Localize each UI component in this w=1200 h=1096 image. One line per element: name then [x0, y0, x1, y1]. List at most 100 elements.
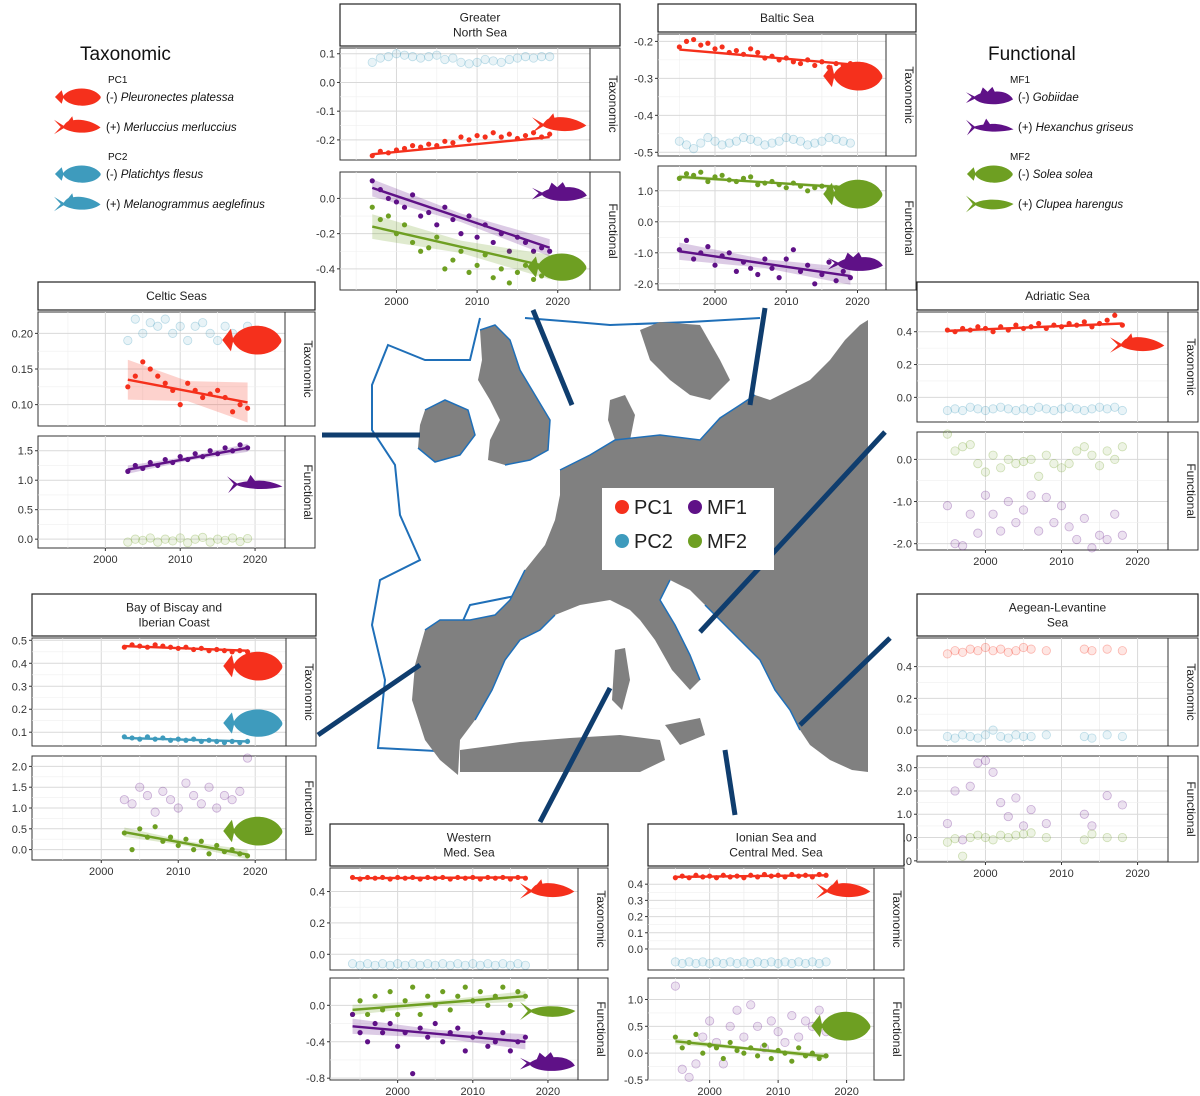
data-point-faded: [1117, 800, 1127, 810]
facet-strip: [285, 755, 317, 861]
data-point-faded: [490, 960, 500, 970]
data-point-faded: [670, 981, 680, 991]
data-point: [426, 209, 432, 216]
connector-bay-of-biscay: [316, 662, 422, 738]
facet-strip: [1167, 637, 1199, 747]
data-point-faded: [973, 528, 983, 538]
data-point: [500, 1030, 506, 1036]
data-point-faded: [1026, 490, 1036, 500]
y-tick-label: 0.0: [897, 454, 912, 466]
data-point-faded: [988, 404, 998, 414]
data-point: [797, 60, 804, 67]
data-point: [458, 134, 464, 140]
data-point-faded: [942, 501, 953, 511]
data-point: [698, 42, 704, 48]
data-point-faded: [794, 957, 804, 967]
data-point: [477, 1030, 483, 1036]
chart-title-strip: [647, 823, 905, 867]
data-point-faded: [528, 53, 539, 63]
data-point-faded: [996, 731, 1006, 742]
data-point-faded: [228, 533, 238, 543]
data-point-faded: [996, 797, 1006, 808]
y-tick-label: 0.2: [310, 918, 325, 930]
data-point-faded: [123, 335, 133, 346]
data-point: [705, 178, 711, 185]
goby-icon-shape: [828, 252, 883, 271]
data-point: [547, 131, 553, 137]
legend-group-name: MF2: [1010, 152, 1030, 163]
data-point-faded: [424, 52, 434, 62]
data-point-faded: [1003, 647, 1013, 657]
y-tick-label: 0.0: [320, 77, 335, 89]
chart-title: Ionian Sea and: [736, 831, 817, 845]
map-land-denmark: [608, 395, 635, 440]
data-point-faded: [684, 957, 694, 967]
data-point-faded: [1064, 522, 1074, 532]
data-point-faded: [445, 960, 455, 970]
data-point-faded: [1087, 450, 1097, 460]
data-point-faded: [965, 509, 975, 519]
data-point: [418, 248, 424, 254]
series-pc2: [121, 734, 251, 746]
data-point-faded: [1117, 646, 1127, 656]
data-point: [417, 1025, 423, 1031]
data-point-faded: [1003, 454, 1013, 464]
data-point: [676, 44, 682, 50]
map-coastline: [417, 324, 801, 731]
legend-sign: (+): [106, 199, 124, 211]
panel-frame: [339, 47, 591, 161]
data-point-faded: [950, 446, 960, 456]
data-point: [162, 380, 168, 386]
series-mf2: [349, 984, 528, 1018]
roundfish-icon: [54, 193, 101, 212]
data-point-faded: [1026, 828, 1036, 838]
panel-frame: [657, 33, 887, 157]
data-point: [206, 851, 212, 857]
facet-panel-taxonomic: -0.2 -0.1 0.0 0.1 Taxonomic: [316, 47, 621, 161]
data-point: [691, 256, 697, 262]
roundfish-icon: [54, 116, 101, 135]
data-point-faded: [1110, 402, 1120, 412]
data-point: [147, 366, 153, 372]
data-point: [244, 405, 251, 411]
chart-title-strip: [916, 593, 1199, 637]
data-point-faded: [242, 753, 253, 763]
data-point-faded: [973, 758, 983, 768]
data-point-faded: [1079, 644, 1089, 654]
data-point-faded: [1026, 454, 1036, 464]
data-point-faded: [965, 402, 975, 412]
data-point: [207, 448, 213, 454]
facet-label: Taxonomic: [594, 890, 608, 947]
data-point-faded: [1011, 646, 1021, 656]
data-point-faded: [138, 535, 148, 545]
data-point: [990, 329, 996, 335]
chart-celtic-seas: Celtic Seas 0.10 0.15 0.20 Taxonomic 0.0 0.5 1.…: [12, 281, 316, 566]
data-point: [522, 132, 529, 139]
data-point-faded: [980, 642, 991, 653]
series-mf2: [123, 532, 253, 548]
chart-title-strip: [657, 3, 917, 33]
panel-frame: [647, 867, 875, 971]
data-point-faded: [1011, 459, 1021, 469]
data-point-faded: [950, 834, 960, 844]
data-point-faded: [130, 314, 140, 324]
y-tick-label: 0.4: [310, 887, 325, 899]
legend-group-name: MF1: [1010, 75, 1030, 86]
data-point-faded: [175, 533, 185, 543]
data-point: [498, 266, 504, 272]
data-point: [514, 269, 521, 275]
facet-label: Taxonomic: [302, 663, 316, 720]
goby-icon: [532, 182, 587, 201]
roundfish-icon-shape: [816, 879, 871, 899]
data-point: [498, 134, 504, 140]
data-point-faded: [242, 533, 253, 544]
data-point: [434, 234, 440, 240]
facet-panel-functional: -0.5 0.0 0.5 1.0 Functional 2000 2010 2020: [624, 977, 905, 1096]
species-legends: Taxonomic PC1 (-) Pleuronectes platessa (+)…: [54, 44, 1134, 213]
legend-sign: (+): [106, 122, 124, 134]
data-point: [380, 1030, 386, 1036]
data-point: [200, 394, 206, 401]
data-point-faded: [800, 958, 811, 969]
data-point-faded: [505, 960, 515, 970]
legend-species-name: Pleuronectes platessa: [121, 92, 234, 104]
